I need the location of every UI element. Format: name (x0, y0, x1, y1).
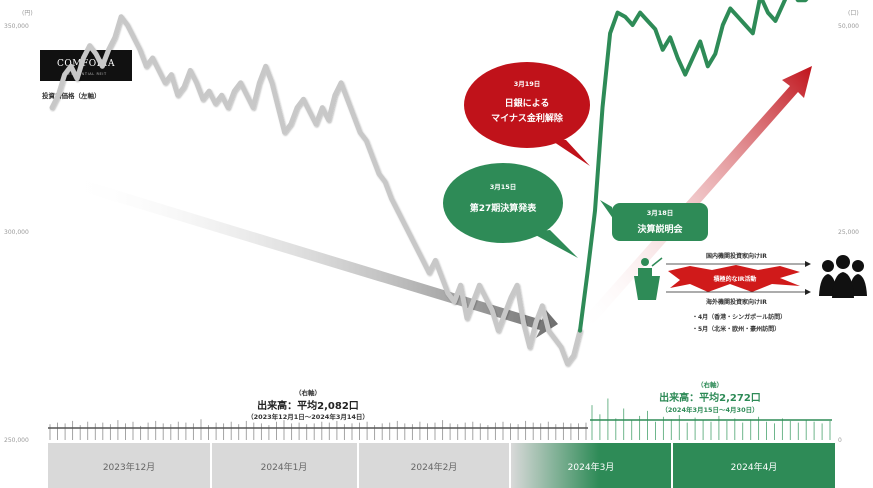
right-tick-0: 0 (838, 437, 842, 444)
month-label-mar: 2024年3月 (568, 461, 615, 473)
briefing-date: 3月18日 (647, 209, 674, 217)
ir-burst-text: 積極的なIR活動 (713, 275, 757, 283)
left-tick-250000: 250,000 (4, 437, 29, 444)
volume-before-title: 出来高：平均2,082口 (257, 399, 359, 412)
boj-line1: 日銀による (505, 97, 550, 109)
month-label-jan: 2024年1月 (261, 461, 308, 473)
left-tick-350000: 350,000 (4, 23, 29, 30)
right-tick-25000: 25,000 (838, 229, 859, 236)
logo-sub: RESIDENTIAL REIT (65, 72, 107, 76)
month-band-mar (511, 443, 671, 488)
ir-note-may: ・5月（北米・欧州・豪州訪問） (692, 325, 780, 333)
ir-note-april: ・4月（香港・シンガポール訪問） (692, 313, 786, 321)
right-axis-unit: (口) (848, 10, 859, 17)
downtrend-arrow (64, 176, 558, 338)
left-tick-300000: 300,000 (4, 229, 29, 236)
volume-before-axis-note: （右軸） (295, 388, 321, 397)
ir-domestic-arrowhead (805, 261, 811, 267)
month-band-apr (673, 443, 835, 488)
month-label-dec: 2023年12月 (103, 461, 155, 473)
briefing-callout: 3月18日 決算説明会 (600, 200, 708, 241)
boj-line2: マイナス金利解除 (491, 112, 564, 124)
results-line1: 第27期決算発表 (470, 202, 538, 214)
ir-domestic-label: 国内機関投資家向けIR (706, 252, 767, 260)
volume-before-period: （2023年12月1日～2024年3月14日） (247, 412, 369, 421)
boj-date: 3月19日 (514, 80, 541, 88)
volume-after-axis-note: （右軸） (697, 380, 723, 389)
briefing-line1: 決算説明会 (637, 223, 683, 235)
uptrend-arrow (580, 66, 812, 330)
month-band-dec (48, 443, 210, 488)
volume-after-title: 出来高：平均2,272口 (659, 391, 761, 404)
ir-overseas-label: 海外機関投資家向けIR (706, 298, 767, 306)
ir-burst-shape (668, 265, 800, 292)
price-line-after (578, 0, 809, 333)
price-series-label: 投資口価格（左軸） (42, 91, 101, 100)
ir-overseas-arrowhead (805, 289, 811, 295)
month-label-apr: 2024年4月 (731, 461, 778, 473)
results-date: 3月15日 (490, 183, 517, 191)
logo-name: COMFORIA (57, 59, 115, 69)
boj-bubble: 3月19日 日銀による マイナス金利解除 (464, 62, 590, 166)
month-band-jan (212, 443, 357, 488)
month-band-feb (359, 443, 509, 488)
left-axis-unit: (円) (22, 10, 33, 17)
presenter-icon (634, 257, 663, 300)
results-bubble: 3月15日 第27期決算発表 (443, 163, 578, 258)
investors-icon (819, 255, 867, 298)
price-line-before (49, 14, 583, 367)
volume-bars (49, 398, 831, 440)
month-label-feb: 2024年2月 (411, 461, 458, 473)
right-tick-50000: 50,000 (838, 23, 859, 30)
volume-after-period: （2024年3月15日～4月30日） (661, 405, 758, 414)
